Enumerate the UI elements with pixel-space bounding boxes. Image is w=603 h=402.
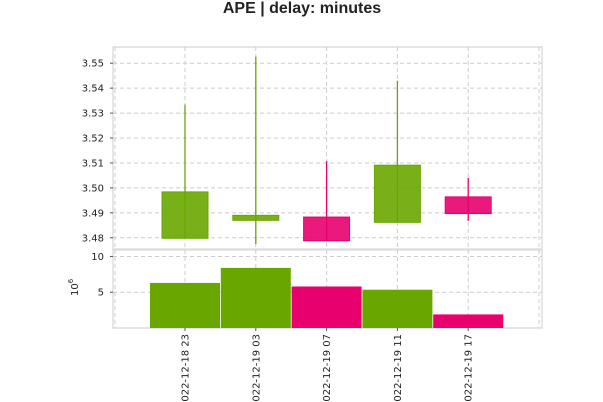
x-tick-label-4: 022-12-19 17 [464, 334, 475, 402]
volume-axis-label-base: 10 [70, 283, 81, 296]
candle-body-3 [373, 164, 421, 223]
price-ytick-label-0: 3.48 [82, 233, 104, 244]
price-ytick-label-5: 3.53 [82, 109, 104, 120]
candle-2 [303, 161, 351, 242]
candle-4 [444, 177, 492, 221]
volume-bar-1 [220, 267, 291, 328]
x-tick-label-3: 022-12-19 11 [393, 334, 404, 402]
volume-ytick-label-1: 10 [91, 252, 104, 263]
price-ytick-label-2: 3.50 [82, 183, 104, 194]
volume-bar-4 [433, 314, 504, 328]
candle-1 [232, 56, 280, 245]
candles [161, 56, 492, 245]
volume-ytick-label-0: 5 [98, 288, 104, 299]
chart-title: APE | delay: minutes [223, 0, 381, 17]
volume-y-axis: 5 10 [91, 252, 113, 299]
x-axis: 022-12-18 23 022-12-19 03 022-12-19 07 022-… [181, 328, 475, 402]
volume-bar-3 [362, 289, 433, 328]
x-tick-label-1: 022-12-19 03 [251, 334, 262, 402]
candle-body-0 [161, 191, 209, 239]
price-ytick-label-3: 3.51 [82, 158, 104, 169]
price-ytick-label-7: 3.55 [82, 59, 104, 70]
candle-body-2 [303, 216, 351, 242]
volume-bars [150, 267, 504, 328]
price-ytick-label-1: 3.49 [82, 208, 104, 219]
volume-axis-label: 106 [67, 278, 81, 296]
candle-0 [161, 104, 209, 239]
volume-axis-label-exp: 6 [67, 278, 75, 283]
price-panel-frame [112, 46, 543, 250]
candle-body-1 [232, 214, 280, 221]
candle-body-4 [444, 196, 492, 215]
x-tick-label-0: 022-12-18 23 [181, 334, 192, 402]
price-ytick-label-6: 3.54 [82, 84, 104, 95]
price-ytick-label-4: 3.52 [82, 134, 104, 145]
x-tick-label-2: 022-12-19 07 [322, 334, 333, 402]
volume-bar-0 [150, 282, 220, 328]
volume-bar-2 [291, 286, 362, 328]
candle-3 [373, 80, 421, 223]
price-y-axis: 3.48 3.49 3.50 3.51 3.52 3.53 3.54 3.55 [82, 59, 113, 244]
